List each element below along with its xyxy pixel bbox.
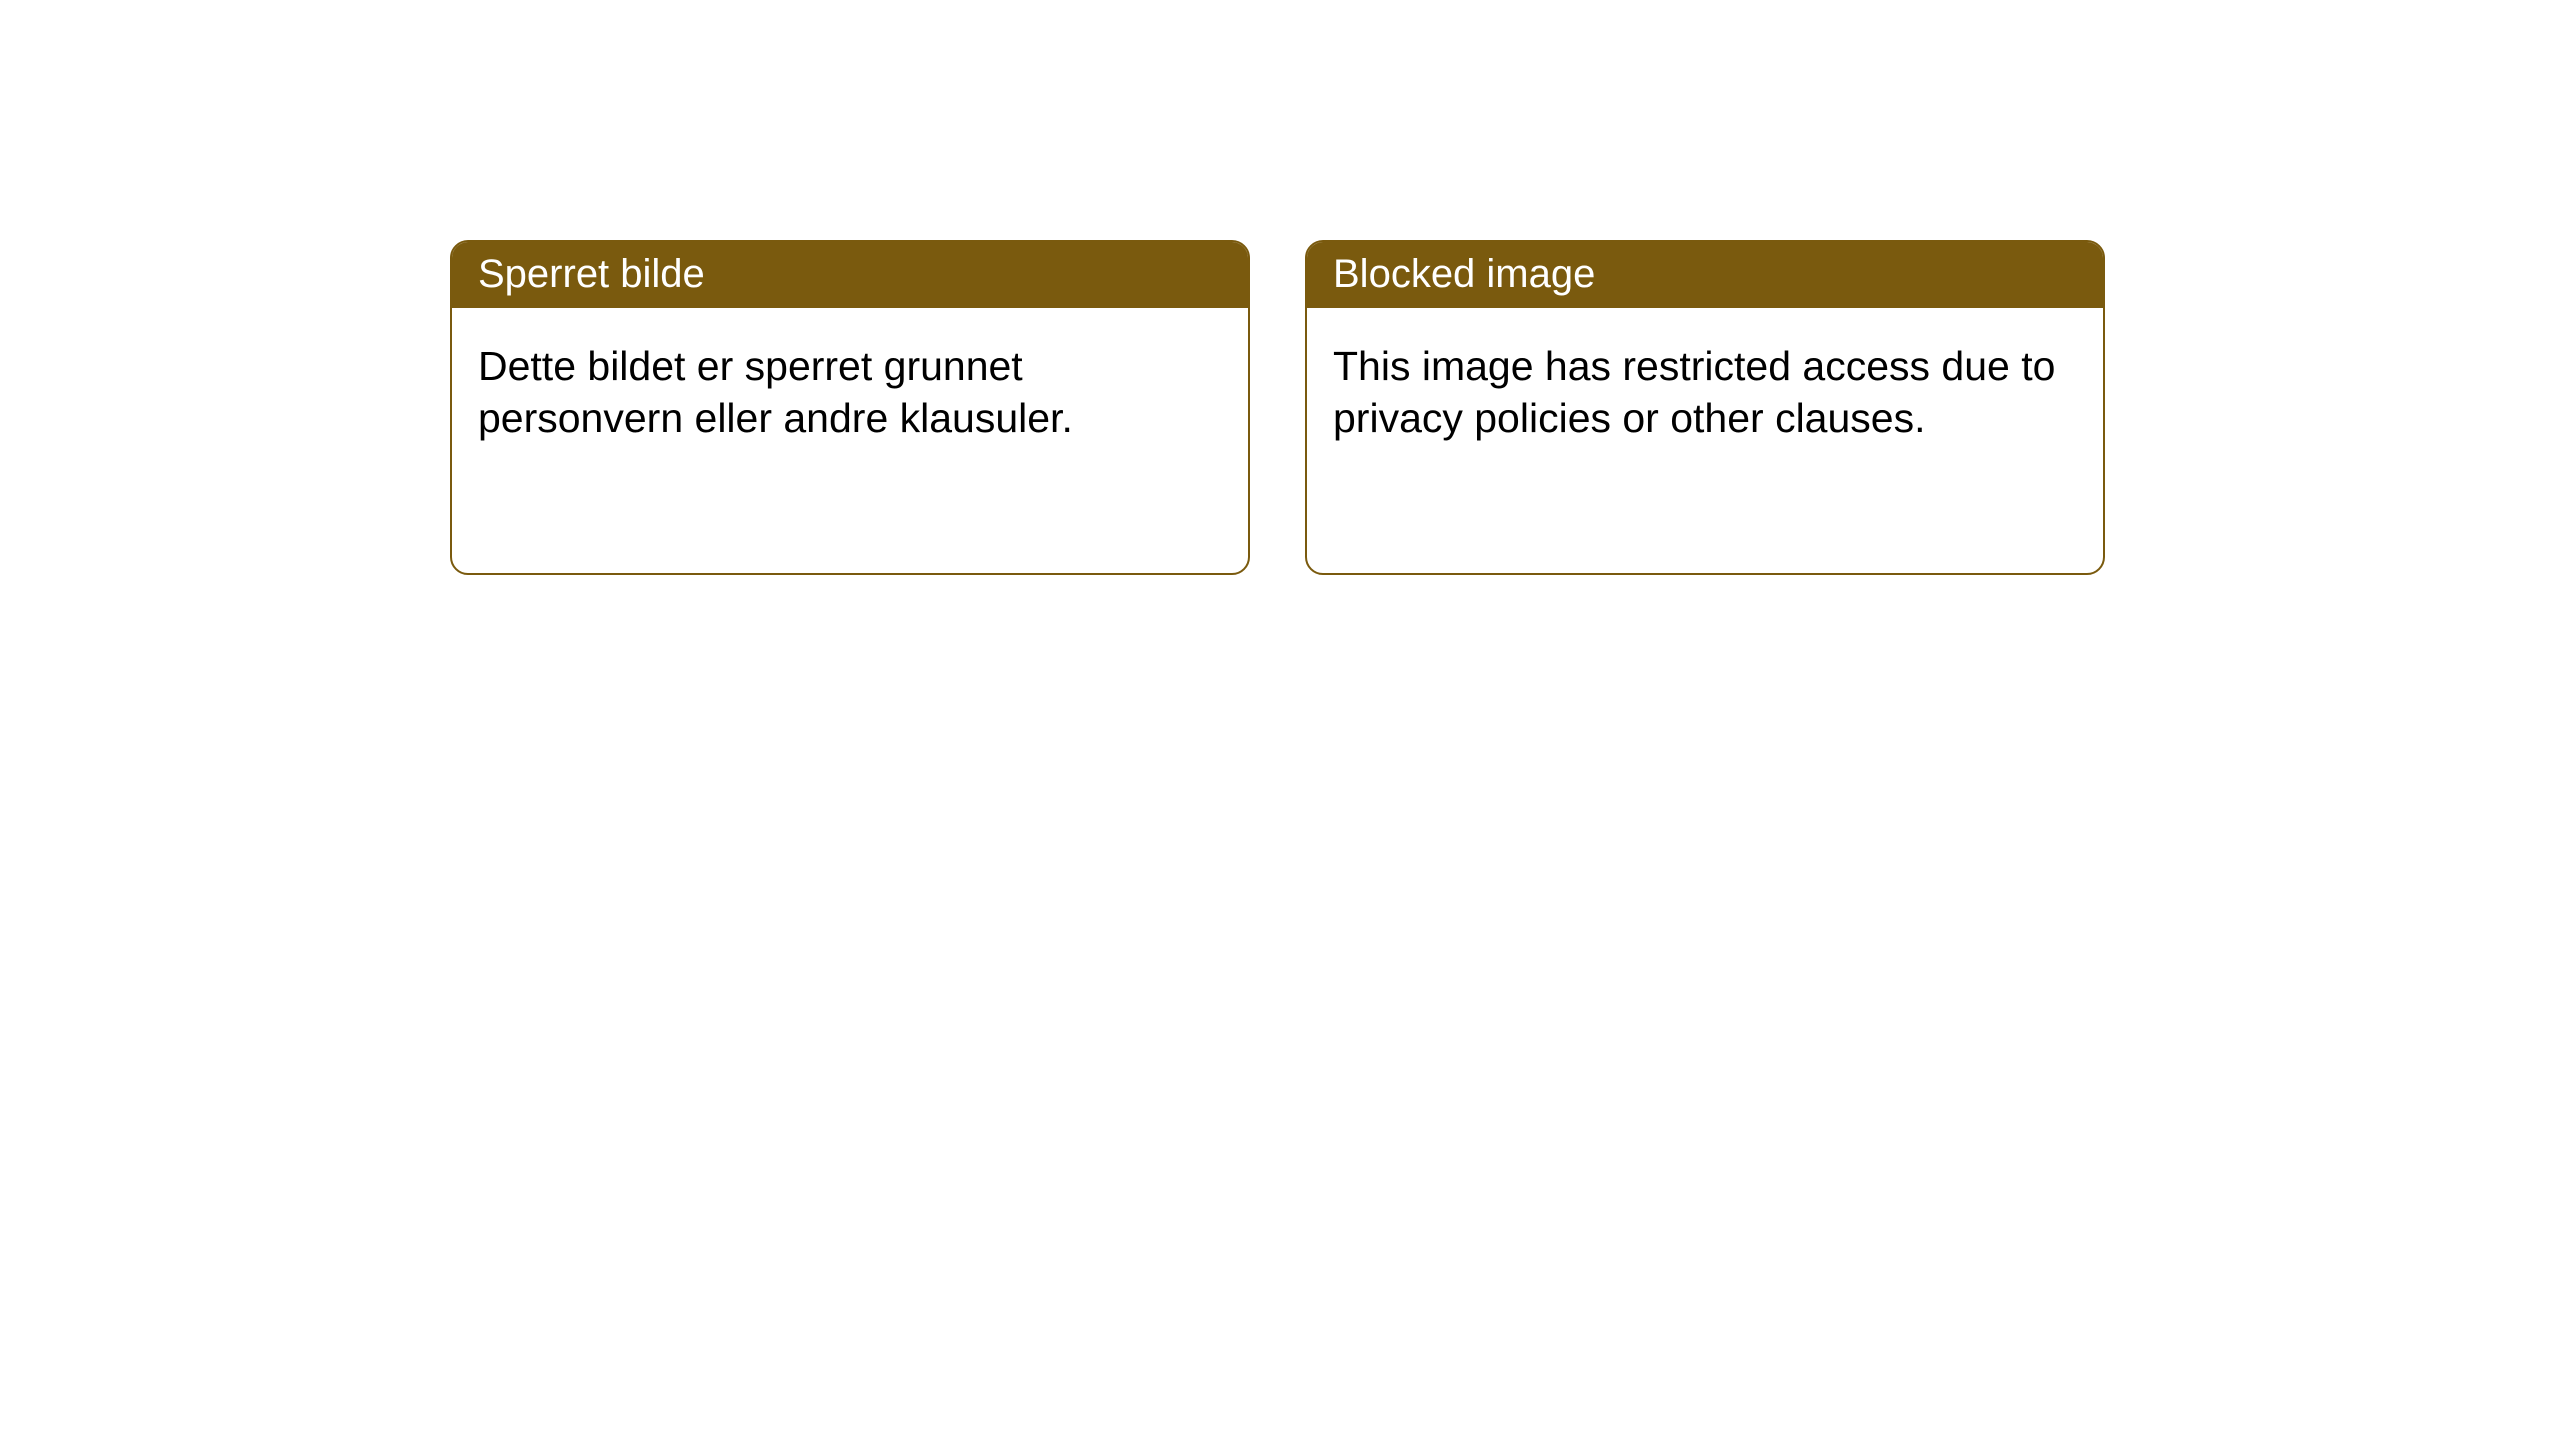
notice-body-english: This image has restricted access due to …	[1307, 308, 2103, 477]
notice-body-norwegian: Dette bildet er sperret grunnet personve…	[452, 308, 1248, 477]
notice-title-english: Blocked image	[1307, 242, 2103, 308]
notice-title-norwegian: Sperret bilde	[452, 242, 1248, 308]
notice-container: Sperret bilde Dette bildet er sperret gr…	[0, 0, 2560, 575]
notice-card-norwegian: Sperret bilde Dette bildet er sperret gr…	[450, 240, 1250, 575]
notice-card-english: Blocked image This image has restricted …	[1305, 240, 2105, 575]
